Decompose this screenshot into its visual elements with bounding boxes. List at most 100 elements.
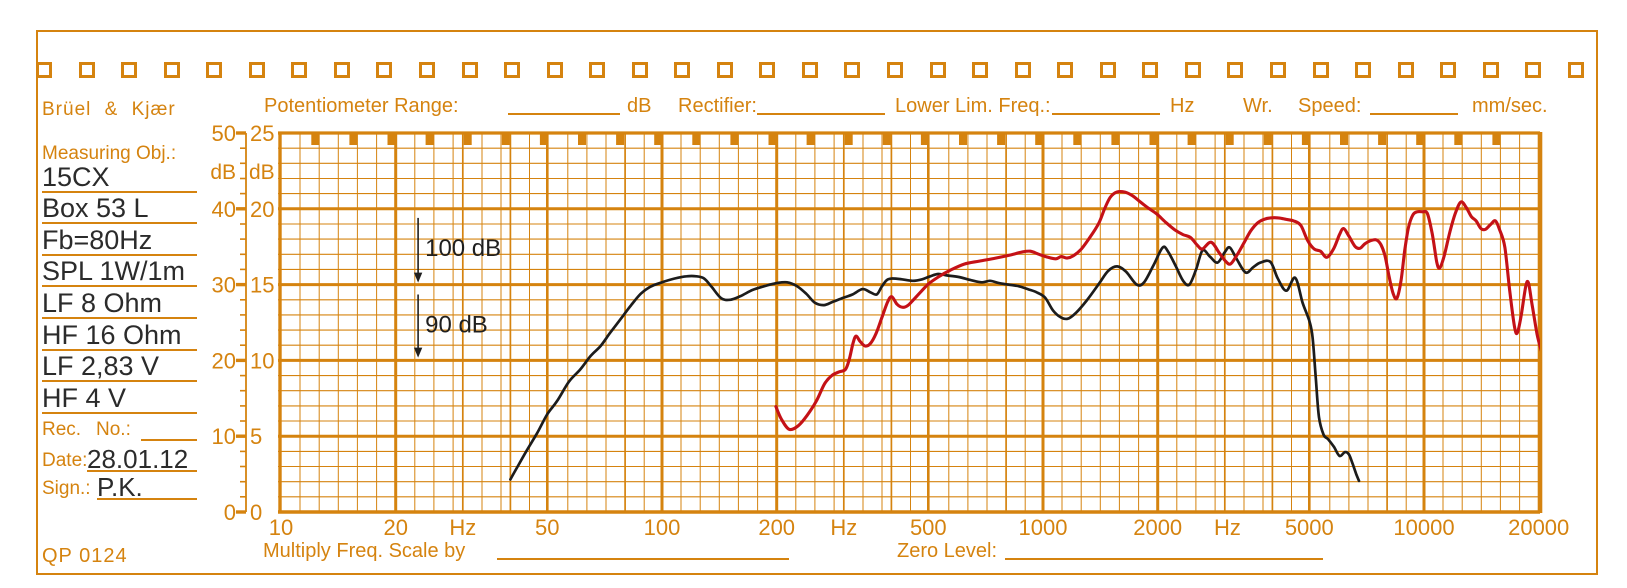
svg-text:10: 10 (269, 515, 293, 540)
svg-text:20: 20 (212, 348, 236, 373)
sign-blank (97, 480, 197, 500)
svg-text:10: 10 (212, 424, 236, 449)
sprocket-hole (248, 62, 265, 78)
measuring-entry: 15CX (42, 162, 197, 193)
sprocket-hole (887, 62, 903, 78)
svg-text:Hz: Hz (1214, 515, 1241, 540)
sprocket-hole (333, 62, 350, 78)
svg-text:500: 500 (910, 515, 947, 540)
svg-text:25: 25 (250, 121, 274, 146)
sprocket-hole (1269, 62, 1286, 78)
x-axis-labels: 10 20 Hz 50 100 200 Hz 500 1000 2000 Hz 5000 10000 20… (269, 515, 1570, 540)
form-number: QP 0124 (42, 545, 128, 567)
svg-text:90 dB: 90 dB (425, 312, 488, 339)
sprocket-hole (1312, 62, 1329, 78)
measuring-entry: LF 2,83 V (42, 352, 197, 383)
sprocket-hole (589, 62, 606, 78)
sprocket-hole (418, 62, 435, 78)
svg-text:50: 50 (212, 121, 236, 146)
svg-text:200: 200 (758, 515, 795, 540)
hf-response-curve (774, 189, 1540, 432)
sprocket-hole (504, 62, 521, 78)
sprocket-hole (546, 62, 563, 78)
measuring-entry: HF 16 Ohm (42, 320, 197, 351)
svg-text:dB: dB (210, 161, 236, 184)
sprocket-hole (801, 62, 818, 78)
sprocket-hole (1099, 62, 1116, 78)
sprocket-hole (1397, 62, 1414, 78)
svg-text:40: 40 (212, 197, 236, 222)
svg-text:10000: 10000 (1393, 515, 1454, 540)
svg-text:100: 100 (644, 515, 681, 540)
sprocket-hole (163, 62, 180, 78)
sprocket-hole (929, 62, 946, 78)
no-label: No.: (96, 419, 131, 440)
svg-text:0: 0 (224, 500, 236, 525)
svg-text:dB: dB (249, 161, 275, 184)
svg-text:50: 50 (535, 515, 559, 540)
zero-level-label: Zero Level: (897, 540, 998, 562)
level-annotations: 100 dB 90 dB (413, 217, 501, 358)
measuring-entry: Box 53 L (42, 194, 197, 225)
rectifier-blank (757, 95, 885, 115)
sprocket-hole (631, 62, 648, 78)
sign-value: P.K. (97, 472, 143, 502)
multiply-freq-blank (497, 540, 789, 560)
svg-text:5000: 5000 (1285, 515, 1334, 540)
measuring-entry: SPL 1W/1m (42, 257, 197, 288)
sprocket-hole (1440, 62, 1457, 78)
speed-label: Speed: (1298, 95, 1362, 117)
date-label: Date: (42, 450, 88, 471)
measuring-entry: Fb=80Hz (42, 225, 197, 256)
svg-text:Hz: Hz (830, 515, 857, 540)
svg-text:2000: 2000 (1133, 515, 1182, 540)
y-axis-ladder (236, 131, 247, 514)
sprocket-hole (1014, 62, 1031, 78)
sprocket-hole (376, 62, 393, 78)
measuring-entry: LF 8 Ohm (42, 288, 197, 319)
sprocket-hole (1482, 62, 1499, 78)
sign-label: Sign.: (42, 478, 91, 499)
date-value: 28.01.12 (87, 444, 189, 474)
sprocket-hole (1142, 62, 1159, 78)
svg-text:30: 30 (212, 273, 236, 298)
lower-lim-freq-label: Lower Lim. Freq.: (895, 95, 1051, 117)
svg-text:5: 5 (250, 424, 262, 449)
svg-text:1000: 1000 (1019, 515, 1068, 540)
wr-label: Wr. (1243, 95, 1273, 117)
measuring-entry: HF 4 V (42, 383, 197, 414)
svg-text:100 dB: 100 dB (425, 235, 501, 262)
sprocket-hole (1184, 62, 1201, 78)
sprocket-hole (844, 62, 861, 78)
mm-sec-unit-label: mm/sec. (1472, 95, 1548, 117)
lower-lim-freq-blank (1052, 95, 1160, 115)
sprocket-hole (1525, 62, 1542, 78)
sprocket-hole (206, 62, 223, 78)
sprocket-hole (1567, 62, 1584, 78)
date-blank (87, 452, 197, 472)
svg-text:20000: 20000 (1508, 515, 1569, 540)
paper-border (36, 30, 1598, 575)
db-unit-label: dB (627, 95, 652, 117)
rectifier-label: Rectifier: (678, 95, 757, 117)
sprocket-hole (1355, 62, 1372, 78)
sprocket-hole (674, 62, 691, 78)
measuring-obj-label: Measuring Obj.: (42, 143, 177, 164)
brand-logo: Brüel & Kjær (42, 99, 176, 120)
sprocket-hole (78, 62, 95, 78)
lf-response-curve (509, 245, 1361, 483)
sprocket-hole (759, 62, 776, 78)
rec-no-blank (141, 421, 197, 441)
svg-text:15: 15 (250, 273, 274, 298)
svg-text:20: 20 (250, 197, 274, 222)
sprocket-hole (1227, 62, 1244, 78)
svg-text:10: 10 (250, 348, 274, 373)
sprocket-hole (716, 62, 733, 78)
sprocket-hole (121, 62, 138, 78)
hz-unit-label: Hz (1170, 95, 1195, 117)
svg-text:20: 20 (383, 515, 407, 540)
svg-text:0: 0 (250, 500, 262, 525)
multiply-freq-label: Multiply Freq. Scale by (263, 540, 466, 562)
